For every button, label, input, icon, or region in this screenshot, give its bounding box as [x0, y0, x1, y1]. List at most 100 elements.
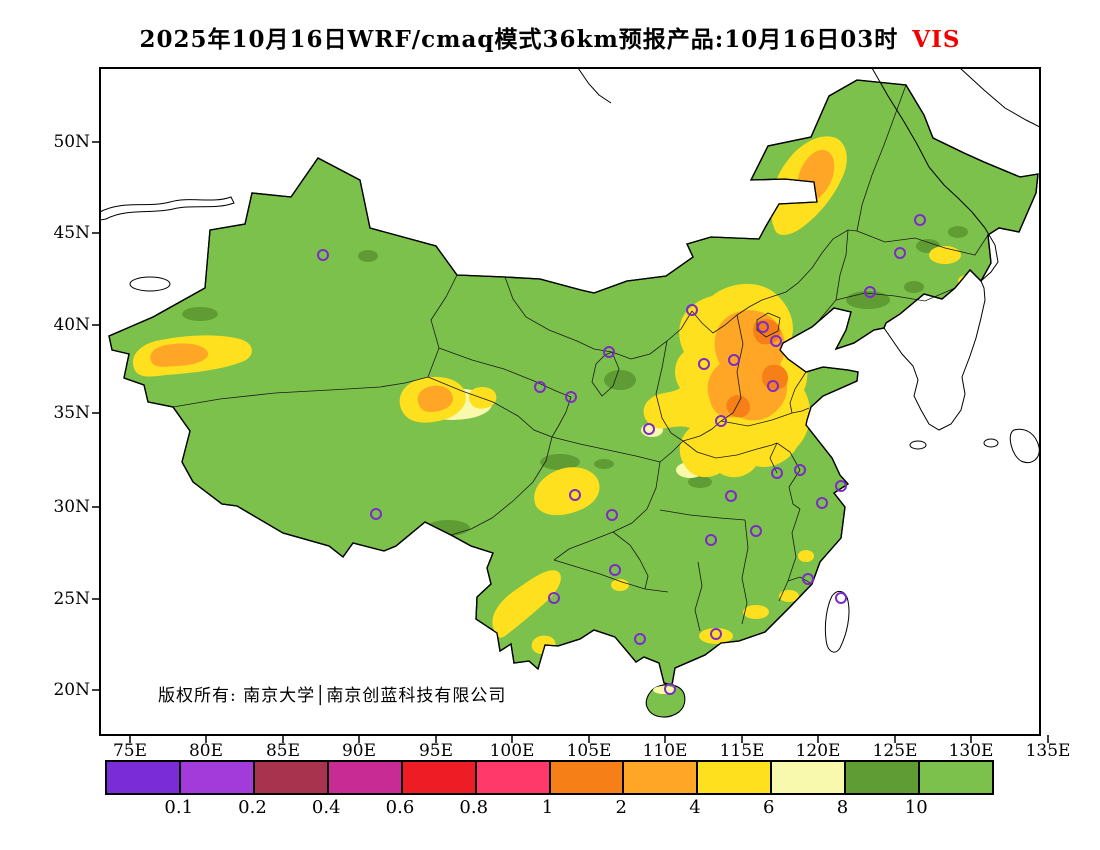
city-marker	[771, 467, 783, 479]
legend-color-swatch	[698, 762, 773, 793]
lon-tick-label: 75E	[112, 741, 148, 761]
legend-tick-label: 10	[904, 797, 928, 818]
city-marker	[664, 683, 676, 695]
lon-tick-label: 120E	[795, 741, 841, 761]
city-marker	[816, 497, 828, 509]
lon-tick-label: 95E	[418, 741, 454, 761]
city-marker	[770, 335, 782, 347]
city-marker	[548, 592, 560, 604]
city-marker	[710, 628, 722, 640]
lake-issyk-kul	[129, 276, 171, 292]
lat-tick-label: 40N	[53, 315, 90, 335]
map-frame	[99, 67, 1041, 736]
primorye-coastline	[871, 68, 999, 282]
lon-tick-label: 125E	[872, 741, 918, 761]
legend-color-swatch	[107, 762, 181, 793]
lat-tick-label: 25N	[53, 589, 90, 609]
title-text: 2025年10月16日WRF/cmaq模式36km预报产品:10月16日03时	[139, 26, 899, 53]
legend-color-swatch	[402, 762, 477, 793]
china-landmass	[108, 79, 1039, 686]
lon-tick-label: 90E	[341, 741, 377, 761]
legend-color-swatch	[550, 762, 625, 793]
city-marker	[864, 286, 876, 298]
city-marker	[705, 534, 717, 546]
vis-8-10-patches	[182, 226, 968, 536]
korea-coastline	[883, 280, 986, 431]
hainan-low-vis-patch	[653, 686, 675, 694]
city-marker	[317, 249, 329, 261]
axis-ticks	[92, 141, 1049, 743]
legend-color-swatch	[180, 762, 255, 793]
city-marker	[835, 480, 847, 492]
city-marker	[835, 592, 847, 604]
lat-tick-label: 30N	[53, 497, 90, 517]
lat-tick-label: 50N	[53, 132, 90, 152]
legend-tick-label: 1	[541, 797, 554, 818]
city-marker	[698, 358, 710, 370]
lon-tick-label: 110E	[642, 741, 688, 761]
city-marker	[603, 346, 615, 358]
city-marker	[728, 354, 740, 366]
legend-bar	[105, 760, 994, 795]
city-marker	[725, 490, 737, 502]
legend-color-swatch	[328, 762, 403, 793]
lon-tick-label: 115E	[719, 741, 765, 761]
legend-tick-label: 0.8	[459, 797, 489, 818]
legend-tick-label: 4	[689, 797, 701, 818]
title-variable-tag: VIS	[912, 26, 961, 53]
city-marker	[715, 415, 727, 427]
map-canvas	[100, 68, 1040, 718]
lon-tick-label: 135E	[1025, 741, 1071, 761]
lon-tick-label: 105E	[566, 741, 612, 761]
city-marker	[370, 508, 382, 520]
city-marker	[634, 633, 646, 645]
legend-color-swatch	[254, 762, 329, 793]
city-marker	[609, 564, 621, 576]
legend-color-swatch	[476, 762, 551, 793]
lon-tick-label: 80E	[188, 741, 224, 761]
lat-tick-label: 35N	[53, 403, 90, 423]
legend-color-swatch	[772, 762, 847, 793]
lake-balkhash	[100, 196, 235, 221]
city-marker	[757, 321, 769, 333]
jeju-island	[909, 440, 927, 450]
okhotsk-coastline	[959, 68, 1040, 128]
legend-tick-label: 8	[836, 797, 849, 818]
city-marker	[565, 391, 577, 403]
lon-tick-label: 100E	[489, 741, 535, 761]
city-marker	[894, 247, 906, 259]
surrounding-coastlines	[100, 68, 1040, 653]
lat-tick-label: 20N	[53, 680, 90, 700]
city-markers	[317, 214, 926, 695]
city-marker	[794, 464, 806, 476]
copyright-text: 版权所有: 南京大学│南京创蓝科技有限公司	[158, 686, 507, 706]
lat-tick-label: 45N	[53, 223, 90, 243]
legend-tick-label: 0.4	[311, 797, 341, 818]
city-marker	[750, 525, 762, 537]
city-marker	[606, 509, 618, 521]
legend-tick-label: 0.2	[238, 797, 267, 818]
lon-tick-label: 130E	[948, 741, 994, 761]
city-marker	[534, 381, 546, 393]
lon-tick-label: 85E	[265, 741, 301, 761]
goto-island	[983, 438, 999, 448]
china-national-border	[108, 79, 1039, 686]
province-borders	[172, 84, 989, 632]
kyushu-island	[1009, 428, 1040, 463]
legend-tick-label: 0.6	[385, 797, 415, 818]
legend-color-swatch	[624, 762, 699, 793]
city-marker	[767, 380, 779, 392]
city-marker	[686, 304, 698, 316]
page-title: 2025年10月16日WRF/cmaq模式36km预报产品:10月16日03时 V…	[0, 20, 1100, 54]
city-marker	[802, 573, 814, 585]
city-marker	[569, 489, 581, 501]
legend-tick-label: 0.1	[164, 797, 194, 818]
city-marker	[643, 423, 655, 435]
city-marker	[914, 214, 926, 226]
legend-color-swatch	[846, 762, 921, 793]
legend-color-swatch	[920, 762, 993, 793]
legend-tick-label: 6	[763, 797, 775, 818]
amur-river-line	[577, 68, 612, 104]
